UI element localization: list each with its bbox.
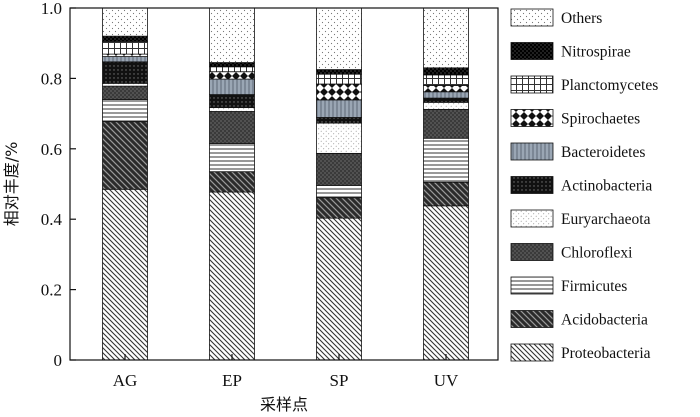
legend-swatch-nitrospirae [510,42,554,60]
bar-sp-spirochaetes [316,83,362,101]
y-tick-label: 0.2 [41,281,62,300]
legend-swatch-euryarchaeota [510,209,554,228]
bar-ep-bacteroidetes [209,78,255,95]
bar-uv-firmicutes [423,137,469,183]
bar-ag-nitrospirae [102,35,148,42]
bar-uv-bacteroidetes [423,91,469,99]
legend-label-chloroflexi: Chloroflexi [561,245,633,262]
legend-label-acidobacteria: Acidobacteria [561,312,648,329]
bar-ep-firmicutes [209,143,255,173]
legend-swatch-actinobacteria [510,176,554,194]
legend-label-proteobacteria: Proteobacteria [561,345,651,362]
x-tick-label: SP [330,371,349,390]
bars-layer [102,7,469,361]
bar-sp-bacteroidetes [316,99,362,118]
bar-ag-chloroflexi [102,85,148,100]
bar-sp-chloroflexi [316,152,362,186]
y-tick-label: 0.4 [41,210,63,229]
x-axis-label: 采样点 [260,395,308,414]
bar-ag-acidobacteria [102,121,148,190]
bar-sp-actinobacteria [316,117,362,124]
legend-label-nitrospirae: Nitrospirae [561,44,631,61]
plot-frame [69,7,499,361]
bar-ag-actinobacteria [102,61,148,84]
bar-ep-acidobacteria [209,171,255,193]
bar-ep-nitrospirae [209,62,255,68]
y-tick-label: 0.6 [41,140,62,159]
bar-uv-actinobacteria [423,97,469,103]
legend-swatch-acidobacteria [510,310,554,328]
y-axis-ticks: 0 0.2 0.4 0.6 0.8 1.0 [41,0,76,370]
x-tick-label: UV [434,371,459,390]
bar-ag-euryarchaeota [102,82,148,87]
legend-label-spirochaetes: Spirochaetes [561,111,640,128]
bar-uv-nitrospirae [423,67,469,76]
legend-label-planctomycetes: Planctomycetes [561,77,658,94]
bar-ep-spirochaetes [209,71,255,80]
legend-label-firmicutes: Firmicutes [561,278,627,295]
x-axis-ticks: AG EP SP UV [113,354,459,390]
bar-sp-nitrospirae [316,69,362,75]
bar-ep-euryarchaeota [209,107,255,112]
bar-ep-others [209,7,255,63]
bar-uv-chloroflexi [423,108,469,139]
bar-sp-euryarchaeota [316,122,362,154]
y-tick-label: 0 [54,351,63,370]
legend-swatch-others [510,8,554,27]
legend-swatch-planctomycetes [510,75,554,94]
x-tick-label: EP [222,371,242,390]
y-axis-label: 相对丰度/% [2,142,21,227]
legend-label-bacteroidetes: Bacteroidetes [561,144,645,161]
legend-swatch-spirochaetes [510,109,554,127]
bar-ep-actinobacteria [209,94,255,109]
axes [69,7,499,361]
bar-ep-proteobacteria [209,191,255,361]
bar-sp-proteobacteria [316,217,362,361]
bar-ag-firmicutes [102,99,148,123]
bar-ag-proteobacteria [102,188,148,361]
y-tick-label: 0.8 [41,69,62,88]
bar-ep-chloroflexi [209,111,255,144]
legend-swatch-firmicutes [510,276,554,295]
bar-uv-spirochaetes [423,85,469,93]
bar-sp-acidobacteria [316,197,362,219]
bar-ep-planctomycetes [209,66,255,73]
legend-swatch-bacteroidetes [510,142,554,161]
legend-label-euryarchaeota: Euryarchaeota [561,211,651,228]
bar-sp-others [316,7,362,70]
bar-ag-bacteroidetes [102,56,148,63]
bar-uv-euryarchaeota [423,101,469,110]
legend-swatch-chloroflexi [510,243,554,261]
bar-uv-acidobacteria [423,181,469,207]
legend-label-actinobacteria: Actinobacteria [561,178,652,195]
x-tick-label: AG [113,371,138,390]
bar-uv-others [423,7,469,69]
legend-label-others: Others [561,10,602,27]
bar-ag-planctomycetes [102,41,148,55]
bar-sp-firmicutes [316,185,362,199]
legend: Others Nitrospirae Planctomycetes Spirochae… [510,8,658,362]
bar-uv-proteobacteria [423,205,469,361]
bar-uv-planctomycetes [423,74,469,86]
bar-ag-others [102,7,148,37]
bar-sp-planctomycetes [316,73,362,85]
legend-swatch-proteobacteria [510,343,554,362]
y-tick-label: 1.0 [41,0,62,18]
